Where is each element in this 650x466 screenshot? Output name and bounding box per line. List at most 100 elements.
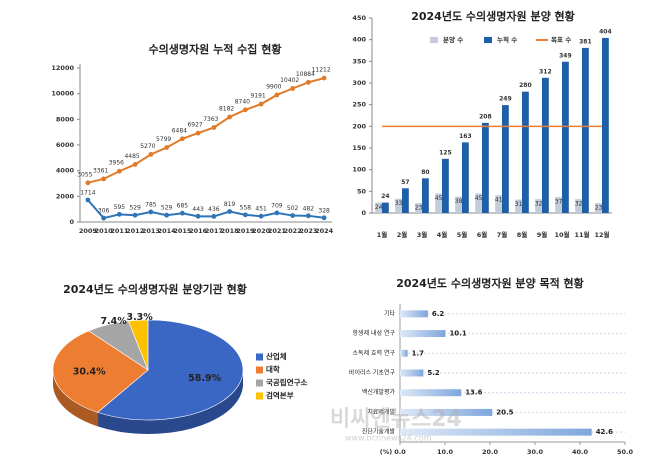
y-tick-label: 4000 <box>56 167 75 175</box>
value-label: 6.2 <box>432 310 445 318</box>
value-label: 10402 <box>280 77 299 84</box>
value-label: 709 <box>271 202 283 209</box>
value-label: 208 <box>479 113 492 120</box>
value-label: 163 <box>459 133 472 140</box>
value-label: 328 <box>318 207 330 214</box>
chart-title: 2024년도 수의생명자원 분양기관 현황 <box>63 282 247 296</box>
point <box>242 212 248 218</box>
bar <box>395 198 402 213</box>
value-label: 5.2 <box>427 369 440 377</box>
x-tick-label: 2023 <box>299 227 317 235</box>
value-label: 58.9% <box>188 373 221 384</box>
point <box>227 209 233 214</box>
category-label: 기타 <box>384 309 396 317</box>
x-tick-label: 9월 <box>537 230 548 239</box>
value-label: 23 <box>595 205 603 212</box>
y-tick-label: 350 <box>352 57 366 65</box>
x-tick-label: 2012 <box>126 227 144 235</box>
y-tick-label: 0 <box>69 218 74 226</box>
bar <box>522 91 529 213</box>
legend-label: 목표 수 <box>551 35 571 44</box>
chart-title: 수의생명자원 누적 수집 현황 <box>149 42 282 56</box>
bar <box>515 199 522 213</box>
point <box>101 176 107 182</box>
point <box>179 136 185 142</box>
value-label: 3.3% <box>126 312 153 323</box>
value-label: 20.5 <box>496 408 513 416</box>
bar <box>400 389 462 397</box>
value-label: 80 <box>421 169 429 176</box>
x-tick-label: 2016 <box>189 227 208 235</box>
point <box>274 210 280 216</box>
y-tick-label: 100 <box>352 166 366 174</box>
bar <box>602 37 609 213</box>
x-tick-label: 7월 <box>497 230 508 239</box>
y-tick-label: 2000 <box>56 192 75 200</box>
x-tick-label: 2014 <box>158 227 177 235</box>
x-tick-label: 2월 <box>397 230 408 239</box>
bar <box>400 330 446 338</box>
bar <box>575 199 582 213</box>
value-label: 38 <box>455 198 463 205</box>
x-tick-label: 2010 <box>95 227 114 235</box>
point <box>195 130 201 136</box>
value-label: 24 <box>375 204 383 211</box>
legend-swatch <box>256 392 263 400</box>
value-label: 451 <box>255 206 267 213</box>
value-label: 7363 <box>203 116 218 123</box>
value-label: 10.1 <box>449 330 466 338</box>
value-label: 41 <box>495 197 503 204</box>
value-label: 9191 <box>250 93 265 100</box>
y-tick-label: 400 <box>352 36 366 44</box>
value-label: 1.7 <box>412 349 425 357</box>
bar <box>475 193 482 213</box>
value-label: 4485 <box>124 153 139 160</box>
value-label: 349 <box>559 52 572 59</box>
y-tick-label: 450 <box>352 14 366 22</box>
value-label: 8182 <box>219 105 234 112</box>
x-tick-label: 2024 <box>315 227 334 235</box>
y-tick-label: 50 <box>357 187 367 195</box>
bar <box>502 105 509 213</box>
value-label: 502 <box>287 205 299 212</box>
value-label: 306 <box>98 208 110 215</box>
point <box>211 214 217 219</box>
x-tick-label: 0.0 <box>394 448 406 456</box>
value-label: 23 <box>415 205 423 212</box>
x-tick-label: 1월 <box>377 230 388 239</box>
bar <box>562 61 569 214</box>
bar <box>455 196 462 213</box>
x-tick-label: 10.0 <box>437 448 454 456</box>
x-tick-label: 2018 <box>221 227 240 235</box>
x-tick-label: 5월 <box>457 230 468 239</box>
x-tick-label: 2009 <box>79 227 98 235</box>
point <box>132 212 138 218</box>
point <box>321 75 327 81</box>
category-label: 항생제 내성 연구 <box>353 329 396 337</box>
watermark: 비씨엔뉴스24 <box>330 407 462 432</box>
point <box>85 197 91 203</box>
point <box>305 79 311 85</box>
point <box>195 213 201 219</box>
value-label: 9900 <box>266 83 281 90</box>
value-label: 249 <box>499 96 512 103</box>
value-label: 1714 <box>80 190 95 197</box>
value-label: 558 <box>240 204 252 211</box>
series-line <box>87 77 325 184</box>
point <box>101 215 107 221</box>
point <box>85 180 91 186</box>
value-label: 5270 <box>140 143 155 150</box>
bar <box>542 77 549 213</box>
bar <box>400 428 592 436</box>
pie-slice <box>52 330 149 413</box>
value-label: 7.4% <box>100 316 127 327</box>
y-tick-label: 10000 <box>51 90 74 98</box>
value-label: 404 <box>599 28 612 35</box>
bar <box>442 158 449 213</box>
y-tick-label: 250 <box>352 101 366 109</box>
series-line <box>87 199 325 220</box>
value-label: 13.6 <box>465 389 482 397</box>
value-label: 11212 <box>312 67 331 74</box>
point <box>258 101 264 107</box>
